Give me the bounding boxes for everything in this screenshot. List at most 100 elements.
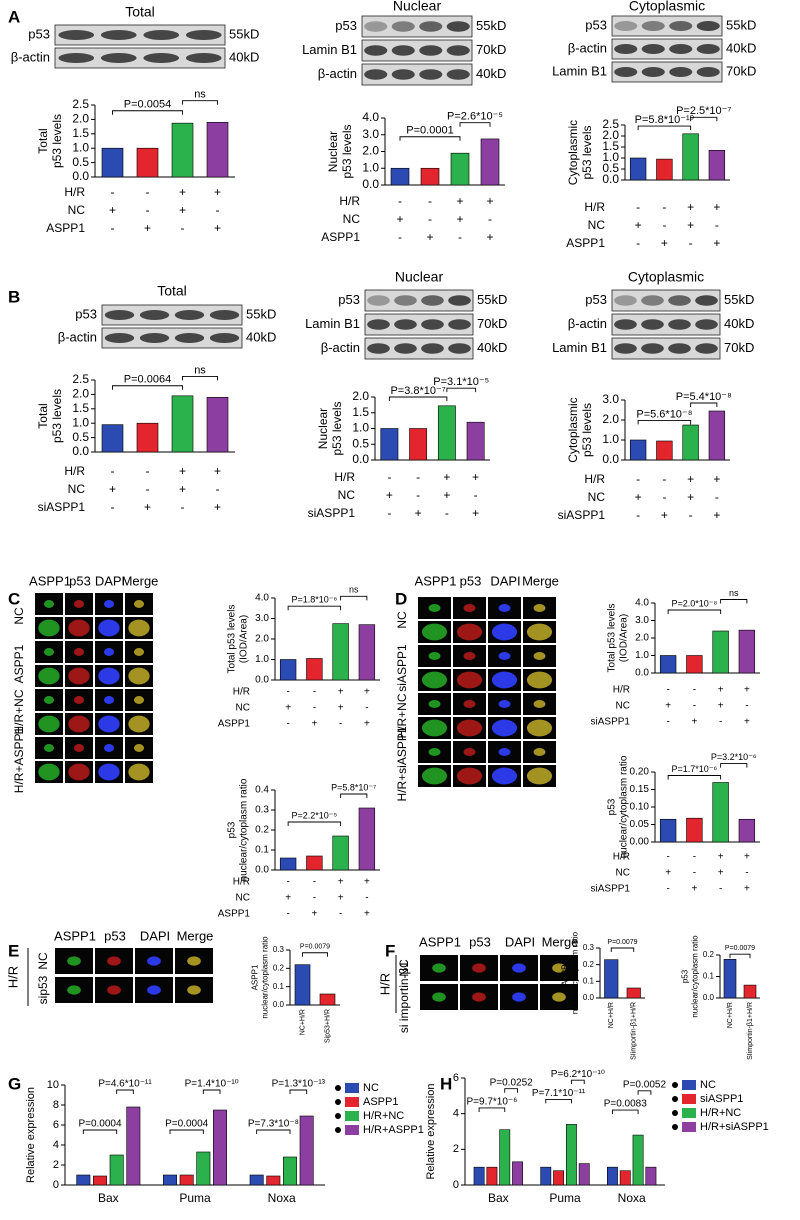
y-tick-label: 0.15 (630, 784, 650, 795)
bar (656, 440, 673, 461)
condition-sign: + (744, 685, 750, 696)
condition-sign: - (286, 719, 289, 730)
row-label: H/R+NC (395, 693, 409, 738)
bar (712, 782, 729, 843)
blot-band (448, 319, 471, 330)
blot-protein: p53 (585, 17, 607, 32)
cell-signal (512, 963, 526, 973)
bar (738, 629, 756, 674)
significance-bracket (256, 1129, 291, 1134)
group-label: H/R (377, 973, 392, 995)
blot-band (419, 21, 443, 32)
condition-sign: + (144, 221, 151, 235)
significance-bracket (504, 1088, 519, 1093)
y-tick-label: 0.2 (583, 960, 595, 969)
bar (196, 1151, 211, 1186)
condition-label: NC (68, 203, 86, 217)
condition-sign: - (445, 506, 449, 520)
blot-band (641, 67, 665, 77)
blot-band (394, 319, 417, 330)
blot-strip (361, 15, 473, 38)
y-tick-label: 10 (47, 1079, 59, 1091)
row-label: NC (397, 959, 411, 977)
blot-band (209, 310, 240, 320)
condition-label: NC (338, 488, 356, 502)
bar (279, 857, 297, 871)
legend-label: H/R+siASPP1 (700, 1121, 769, 1133)
y-tick-label: 2.0 (362, 144, 379, 158)
cell-signal (533, 652, 546, 660)
channel-label: DAPI (490, 573, 520, 588)
blot-strip (364, 337, 474, 360)
y-tick-label: 2.0 (72, 112, 89, 126)
y-tick-label: 4.0 (255, 593, 269, 604)
condition-sign: + (687, 472, 694, 486)
blot-band (614, 343, 637, 354)
condition-label: H/R (334, 470, 355, 484)
blot-title: Cytoplasmic (628, 269, 704, 285)
blot-protein: β-actin (58, 329, 97, 344)
legend-label: H/R+NC (700, 1107, 741, 1119)
legend-symbol (672, 1096, 678, 1102)
channel-label: p53 (69, 573, 91, 588)
bar (629, 439, 647, 461)
blot-band (139, 333, 170, 343)
cell-signal (68, 763, 90, 781)
legend-symbol (335, 1127, 341, 1133)
condition-sign: - (689, 508, 693, 522)
y-axis-label: p53 levels (50, 389, 64, 443)
blot-strip (611, 15, 723, 37)
y-tick-label: 4.0 (635, 598, 649, 609)
panel-label: A (8, 7, 20, 26)
legend-label: NC (363, 1082, 379, 1094)
row-label: ASPP1 (12, 644, 26, 683)
blot-band (695, 343, 718, 354)
blot-band (419, 69, 443, 80)
condition-label: H/R (233, 687, 250, 698)
significance-bracket (287, 605, 342, 611)
significance-label: P=3.2*10⁻⁶ (711, 752, 757, 762)
blot-band (391, 45, 415, 56)
blot-band (446, 69, 470, 80)
cell-signal (552, 963, 566, 973)
blot-size: 40kD (229, 49, 259, 64)
significance-label: P=7.1*10⁻¹¹ (532, 1088, 586, 1099)
condition-label: siASPP1 (38, 500, 86, 514)
bar (206, 396, 229, 453)
condition-sign: + (456, 212, 463, 226)
y-tick-label: 2.0 (635, 633, 649, 644)
significance-bracket (112, 110, 183, 115)
blot-band (58, 53, 95, 63)
y-axis-label: ASPP1 (560, 960, 569, 986)
cell-signal (552, 992, 566, 1002)
condition-label: NC (588, 490, 606, 504)
significance-bracket (202, 1089, 221, 1094)
blot-band (696, 67, 720, 77)
condition-sign: - (286, 909, 289, 920)
legend-label: siASPP1 (700, 1093, 743, 1105)
bar (358, 807, 376, 871)
x-tick-label: Bax (98, 1191, 119, 1205)
blot-band (364, 45, 388, 56)
y-axis-label: Total (36, 403, 50, 428)
condition-sign: - (387, 506, 391, 520)
bar (390, 167, 410, 186)
y-tick-label: 0.0 (703, 993, 715, 1002)
y-tick-label: 0.1 (583, 976, 595, 985)
cell-signal (43, 648, 55, 656)
blot-band (695, 295, 718, 306)
legend-label: ASPP1 (363, 1096, 398, 1108)
cell-signal (456, 767, 483, 785)
bar (578, 1163, 590, 1186)
blot-protein: β-actin (321, 340, 360, 355)
cell-signal (68, 619, 90, 637)
y-tick-label: 3.0 (602, 392, 619, 406)
y-tick-label: 1.5 (72, 401, 89, 415)
blot-strip (101, 304, 243, 326)
condition-sign: - (146, 482, 150, 496)
cell-signal (421, 623, 448, 641)
condition-sign: + (713, 508, 720, 522)
significance-bracket (637, 419, 692, 425)
y-axis-label: Nuclear (316, 408, 330, 449)
channel-label: p53 (460, 573, 482, 588)
